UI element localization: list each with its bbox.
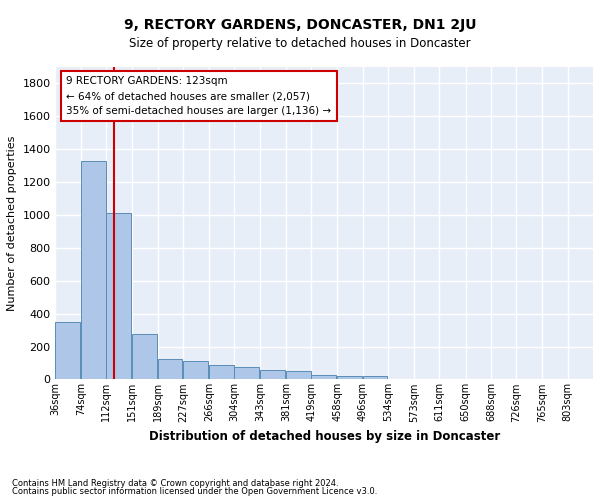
Text: Contains public sector information licensed under the Open Government Licence v3: Contains public sector information licen… [12, 487, 377, 496]
Bar [235, 367, 259, 380]
Bar [260, 370, 285, 380]
Bar [362, 376, 388, 380]
Bar [183, 362, 208, 380]
Bar [158, 359, 182, 380]
Text: 9 RECTORY GARDENS: 123sqm
← 64% of detached houses are smaller (2,057)
35% of se: 9 RECTORY GARDENS: 123sqm ← 64% of detac… [66, 76, 331, 116]
Bar [132, 334, 157, 380]
Bar [106, 214, 131, 380]
Bar [55, 322, 80, 380]
Bar [337, 376, 362, 380]
Text: 9, RECTORY GARDENS, DONCASTER, DN1 2JU: 9, RECTORY GARDENS, DONCASTER, DN1 2JU [124, 18, 476, 32]
X-axis label: Distribution of detached houses by size in Doncaster: Distribution of detached houses by size … [149, 430, 500, 443]
Text: Contains HM Land Registry data © Crown copyright and database right 2024.: Contains HM Land Registry data © Crown c… [12, 478, 338, 488]
Bar [286, 371, 311, 380]
Text: Size of property relative to detached houses in Doncaster: Size of property relative to detached ho… [129, 38, 471, 51]
Bar [311, 374, 336, 380]
Bar [81, 160, 106, 380]
Y-axis label: Number of detached properties: Number of detached properties [7, 136, 17, 311]
Bar [209, 364, 234, 380]
